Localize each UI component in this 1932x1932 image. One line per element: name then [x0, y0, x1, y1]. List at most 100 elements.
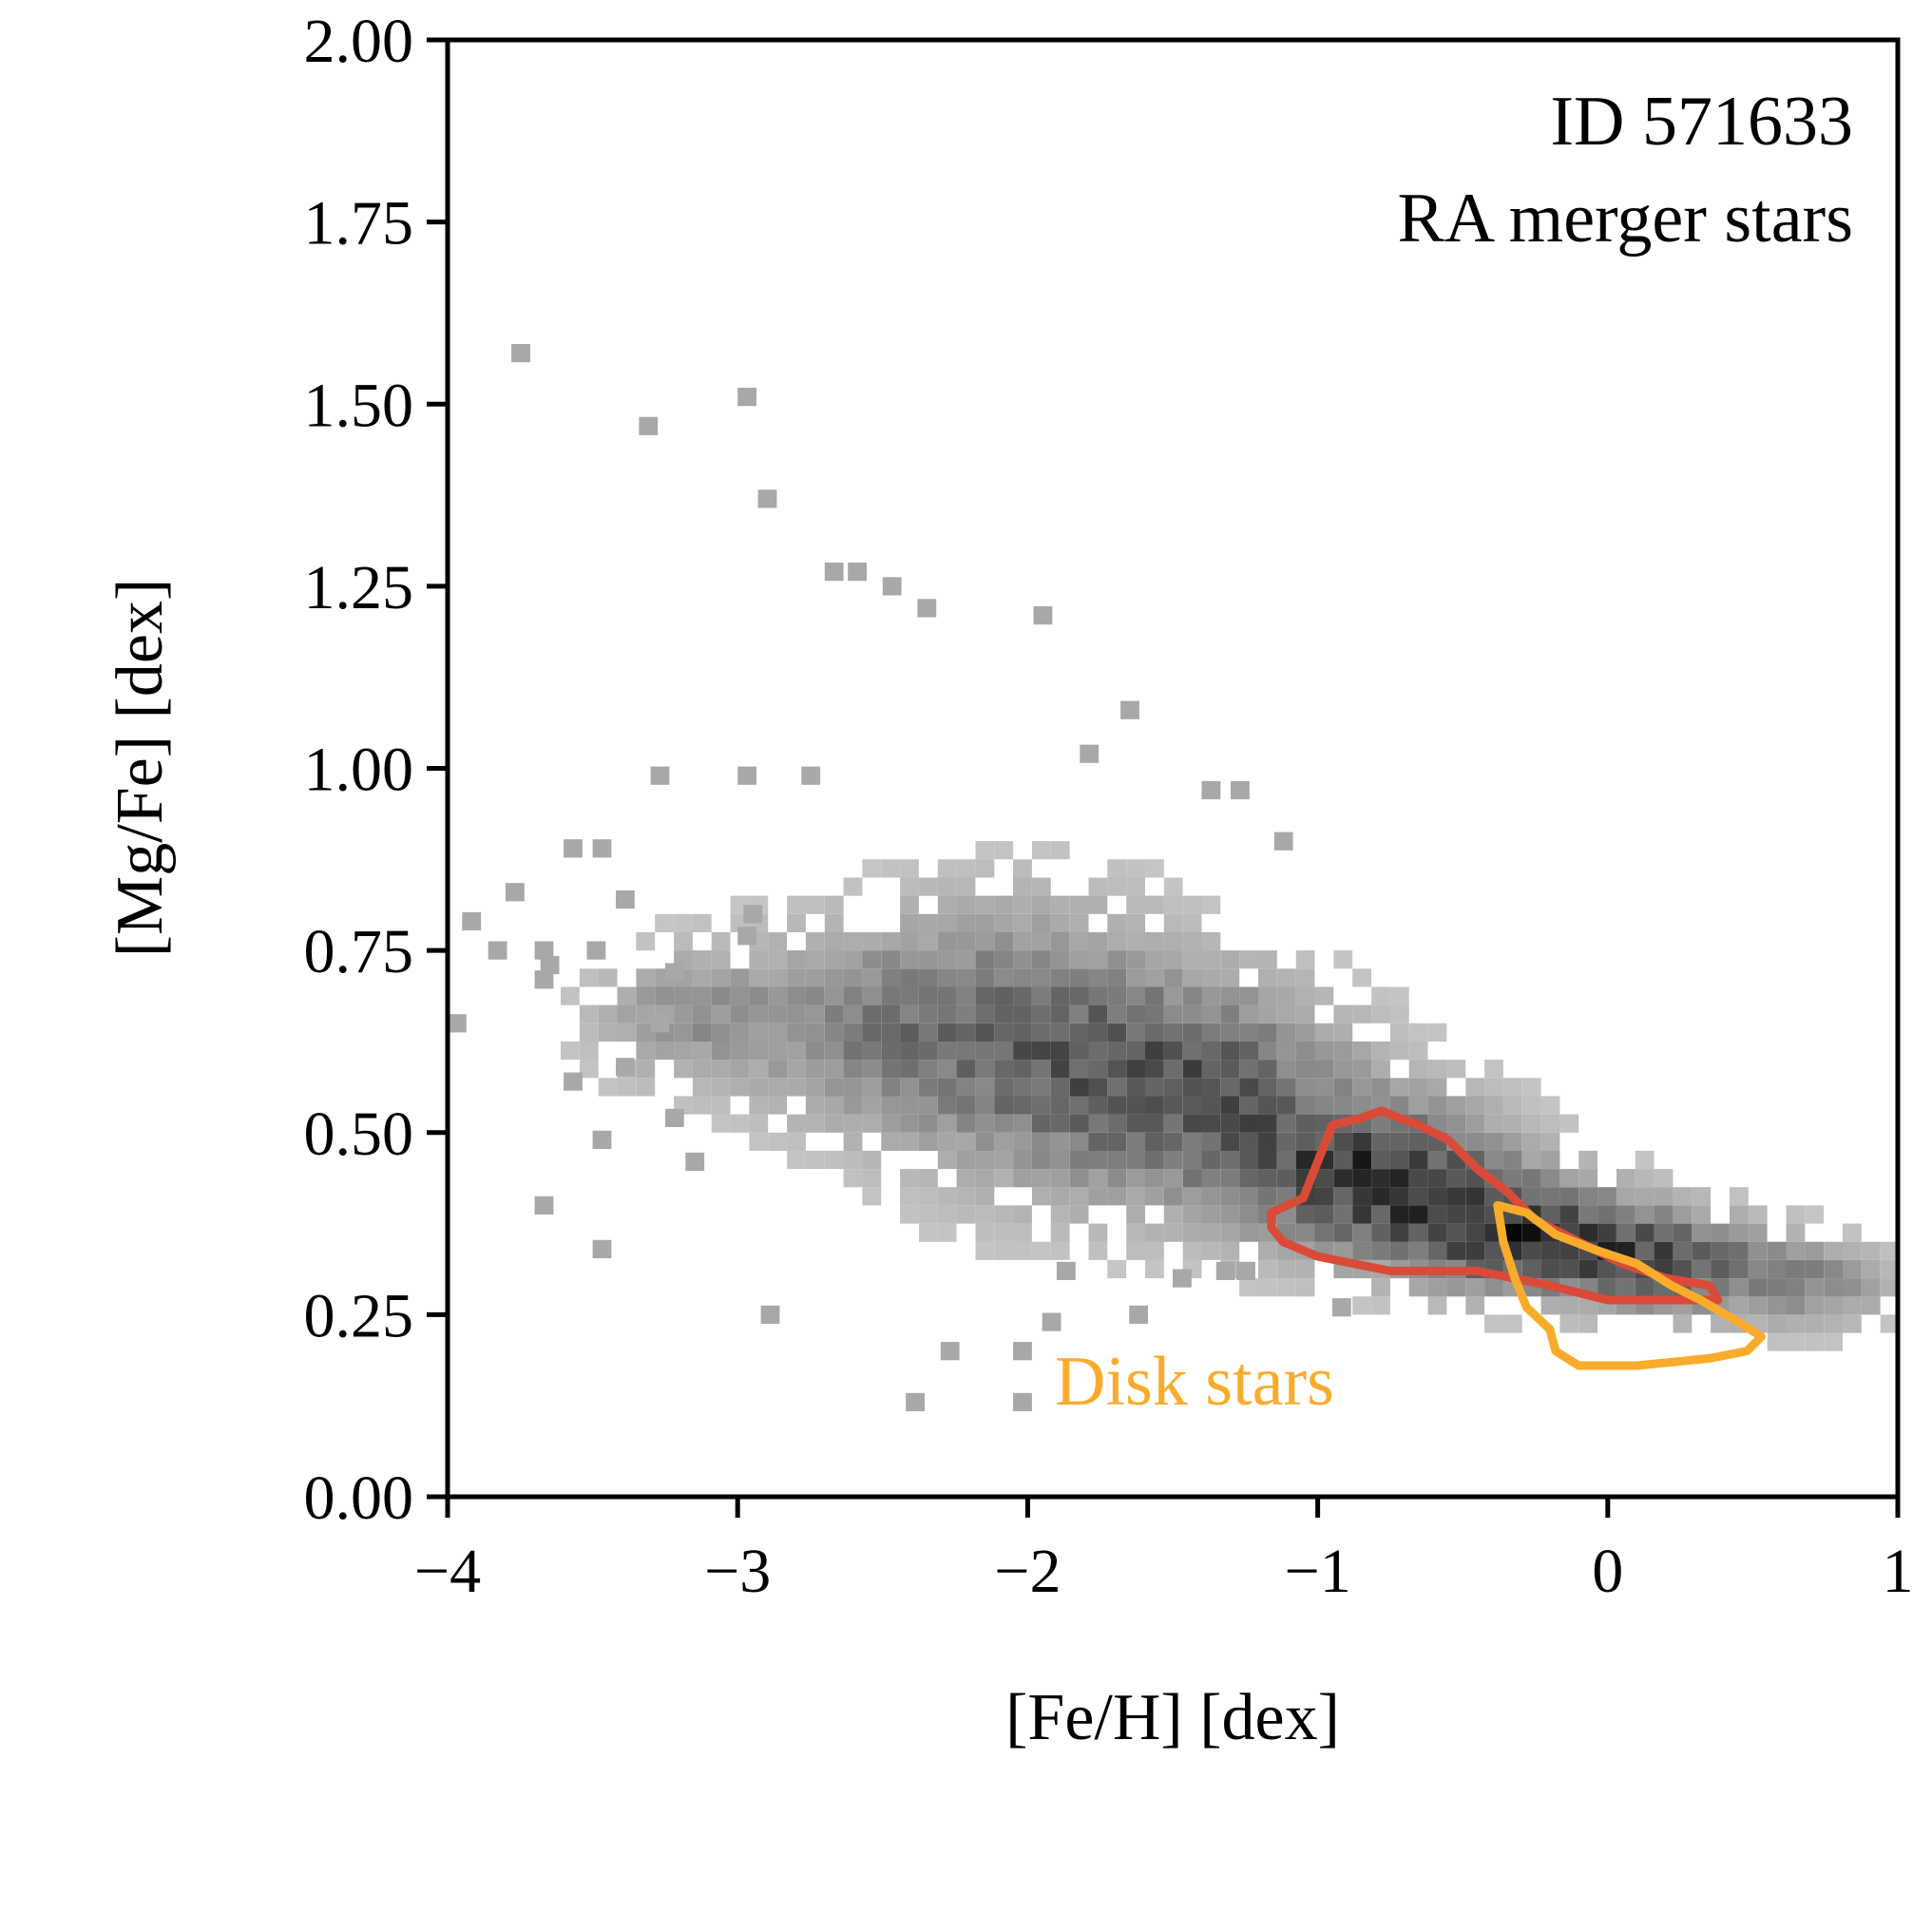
heatmap-cell [1050, 1023, 1070, 1042]
heatmap-cell [692, 968, 712, 987]
heatmap-cell [1371, 1078, 1390, 1097]
heatmap-cell [1013, 1004, 1032, 1023]
heatmap-cell [1465, 1223, 1485, 1242]
heatmap-cell [956, 1023, 976, 1042]
heatmap-cell [1616, 1187, 1636, 1206]
heatmap-cell [1824, 1241, 1843, 1260]
heatmap-cell [1540, 1132, 1560, 1151]
heatmap-cell [862, 1096, 882, 1115]
heatmap-cell [1692, 1259, 1712, 1279]
heatmap-cell [1276, 1004, 1296, 1023]
heatmap-cell [881, 1096, 901, 1115]
heatmap-cell [994, 1078, 1014, 1097]
heatmap-cell [824, 1078, 844, 1097]
heatmap-cell [956, 1150, 976, 1170]
heatmap-cell [1050, 1169, 1070, 1188]
heatmap-cell [1861, 1278, 1881, 1297]
heatmap-cell [1540, 1296, 1560, 1315]
x-axis: −4 −3 −2 −1 0 1 [414, 1497, 1914, 1606]
heatmap-cell [674, 1023, 693, 1042]
heatmap-cell [1502, 1314, 1522, 1333]
heatmap-cell [937, 1041, 957, 1061]
heatmap-cell [711, 932, 731, 951]
heatmap-cell [975, 968, 995, 987]
heatmap-cell [711, 1060, 731, 1079]
heatmap-cell [1163, 1169, 1183, 1188]
heatmap-outlier-cell [882, 577, 902, 596]
heatmap-cell [730, 1023, 750, 1042]
heatmap-cell [1371, 1060, 1390, 1079]
y-tick-label: 2.00 [304, 7, 414, 76]
heatmap-cell [1088, 1078, 1108, 1097]
heatmap-cell [1050, 1114, 1070, 1133]
heatmap-cell [900, 932, 919, 951]
heatmap-cell [1050, 841, 1070, 860]
heatmap-cell [1220, 1041, 1240, 1061]
heatmap-cell [692, 1060, 712, 1079]
heatmap-cell [994, 1132, 1014, 1151]
heatmap-cell [919, 1060, 938, 1079]
heatmap-cell [692, 1078, 712, 1097]
heatmap-cell [1502, 1169, 1522, 1188]
heatmap-cell [956, 932, 976, 951]
heatmap-cell [900, 877, 919, 896]
heatmap-cell [1050, 932, 1070, 951]
heatmap-cell [1013, 859, 1032, 878]
heatmap-cell [1597, 1223, 1616, 1242]
heatmap-cell [1088, 1060, 1108, 1079]
heatmap-cell [1032, 1096, 1051, 1115]
heatmap-cell [1069, 968, 1089, 987]
heatmap-cell [1107, 859, 1127, 878]
heatmap-cell [1295, 1223, 1315, 1242]
heatmap-cell [805, 1114, 825, 1133]
heatmap-cell [1843, 1259, 1862, 1279]
heatmap-outlier-cell [664, 963, 684, 982]
heatmap-cell [1163, 1060, 1183, 1079]
heatmap-cell [1635, 1223, 1655, 1242]
heatmap-cell [1258, 950, 1277, 969]
heatmap-cell [1088, 895, 1108, 914]
heatmap-cell [1069, 1150, 1089, 1170]
heatmap-cell [1730, 1187, 1749, 1206]
heatmap-cell [1107, 1114, 1127, 1133]
heatmap-cell [1182, 1132, 1202, 1151]
heatmap-outlier-cell [488, 941, 507, 960]
heatmap-cell [1748, 1241, 1768, 1260]
heatmap-cell [674, 986, 693, 1005]
heatmap-cell [1521, 1150, 1541, 1170]
heatmap-cell [937, 1078, 957, 1097]
heatmap-cell [862, 1150, 882, 1170]
heatmap-cell [787, 968, 806, 987]
heatmap-cell [1578, 1296, 1598, 1315]
y-axis-label: [Mg/Fe] [dex] [104, 579, 177, 958]
heatmap-cell [598, 1078, 618, 1097]
heatmap-cell [1333, 1060, 1353, 1079]
heatmap-cell [1408, 1187, 1428, 1206]
heatmap-cell [956, 1004, 976, 1023]
heatmap-cell [1295, 1259, 1315, 1279]
heatmap-cell [636, 1041, 656, 1061]
heatmap-cell [1314, 1041, 1334, 1061]
heatmap-cell [805, 1096, 825, 1115]
heatmap-cell [956, 1096, 976, 1115]
heatmap-cell [1126, 1060, 1145, 1079]
heatmap-cell [1126, 1114, 1145, 1133]
heatmap-cell [1163, 1078, 1183, 1097]
heatmap-cell [1126, 1241, 1145, 1260]
heatmap-cell [975, 1078, 995, 1097]
heatmap-cell [1616, 1223, 1636, 1242]
heatmap-cell [843, 950, 863, 969]
heatmap-cell [994, 1004, 1014, 1023]
heatmap-cell [598, 1023, 618, 1042]
heatmap-cell [1013, 913, 1032, 932]
heatmap-cell [1502, 1132, 1522, 1151]
heatmap-cell [862, 986, 882, 1005]
heatmap-cell [1389, 1150, 1409, 1170]
heatmap-cell [1050, 950, 1070, 969]
heatmap-cell [1201, 1041, 1221, 1061]
heatmap-cell [975, 1023, 995, 1042]
heatmap-cell [975, 1004, 995, 1023]
heatmap-cell [692, 1004, 712, 1023]
heatmap-cell [1032, 1023, 1051, 1042]
heatmap-cell [1220, 1205, 1240, 1224]
